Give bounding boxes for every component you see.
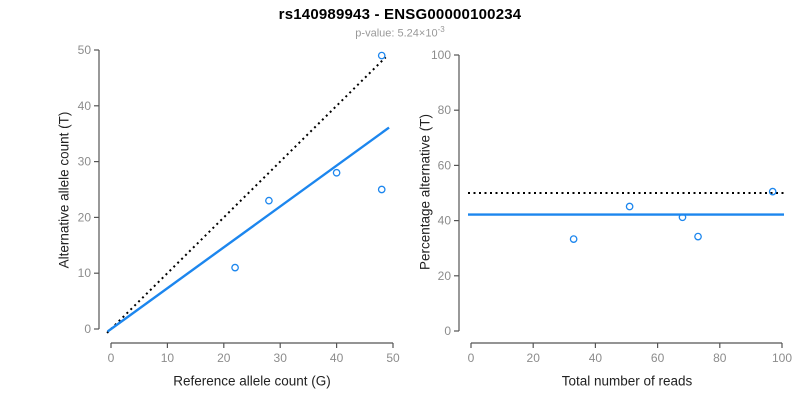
identity-line	[106, 56, 387, 334]
y-tick-label: 20	[438, 269, 452, 283]
left-xaxis-label: Reference allele count (G)	[173, 373, 331, 389]
x-tick-label: 80	[713, 351, 727, 365]
y-tick-label: 0	[444, 324, 451, 338]
fit-line	[106, 126, 390, 333]
y-tick-label: 40	[78, 99, 92, 113]
data-point	[694, 232, 702, 241]
figure-subtitle: p-value: 5.24×10-3	[0, 25, 800, 40]
y-tick-label: 50	[78, 43, 92, 57]
right-xaxis-label: Total number of reads	[561, 373, 693, 389]
right-yaxis-label: Percentage alternative (T)	[417, 113, 433, 271]
left-yaxis-label: Alternative allele count (T)	[56, 111, 72, 269]
data-point	[625, 202, 634, 211]
x-tick-label: 20	[217, 351, 231, 365]
data-point	[678, 213, 687, 222]
data-point	[377, 51, 386, 60]
y-tick-label: 60	[438, 158, 452, 172]
x-tick-label: 40	[330, 351, 344, 365]
data-point	[569, 235, 578, 243]
panel-left: 0 10 20 30 40 50 0 10 20 30 40 50	[78, 43, 400, 365]
x-tick-label: 0	[468, 351, 475, 365]
x-tick-label: 10	[161, 351, 175, 365]
pvalue-exponent: -3	[437, 25, 445, 34]
y-tick-label: 30	[78, 155, 92, 169]
x-tick-label: 0	[108, 351, 115, 365]
y-tick-label: 10	[78, 266, 92, 280]
y-tick-label: 100	[431, 48, 451, 62]
x-tick-label: 50	[386, 351, 400, 365]
data-point	[377, 185, 386, 194]
x-tick-label: 40	[589, 351, 603, 365]
x-tick-label: 60	[651, 351, 665, 365]
y-tick-label: 20	[78, 210, 92, 224]
x-tick-label: 20	[527, 351, 541, 365]
y-tick-label: 0	[84, 322, 91, 336]
data-point	[231, 263, 239, 272]
figure-title: rs140989943 - ENSG00000100234	[278, 6, 522, 23]
panel-right: 0 20 40 60 80 100 0 20 40 60 80 100	[431, 48, 792, 365]
x-tick-label: 30	[274, 351, 288, 365]
x-tick-label: 100	[772, 351, 792, 365]
data-point	[265, 196, 273, 205]
y-tick-label: 40	[438, 214, 452, 228]
data-point	[768, 187, 777, 196]
pvalue-text: p-value: 5.24×10	[355, 27, 438, 40]
data-point	[332, 168, 341, 177]
y-tick-label: 80	[438, 103, 452, 117]
